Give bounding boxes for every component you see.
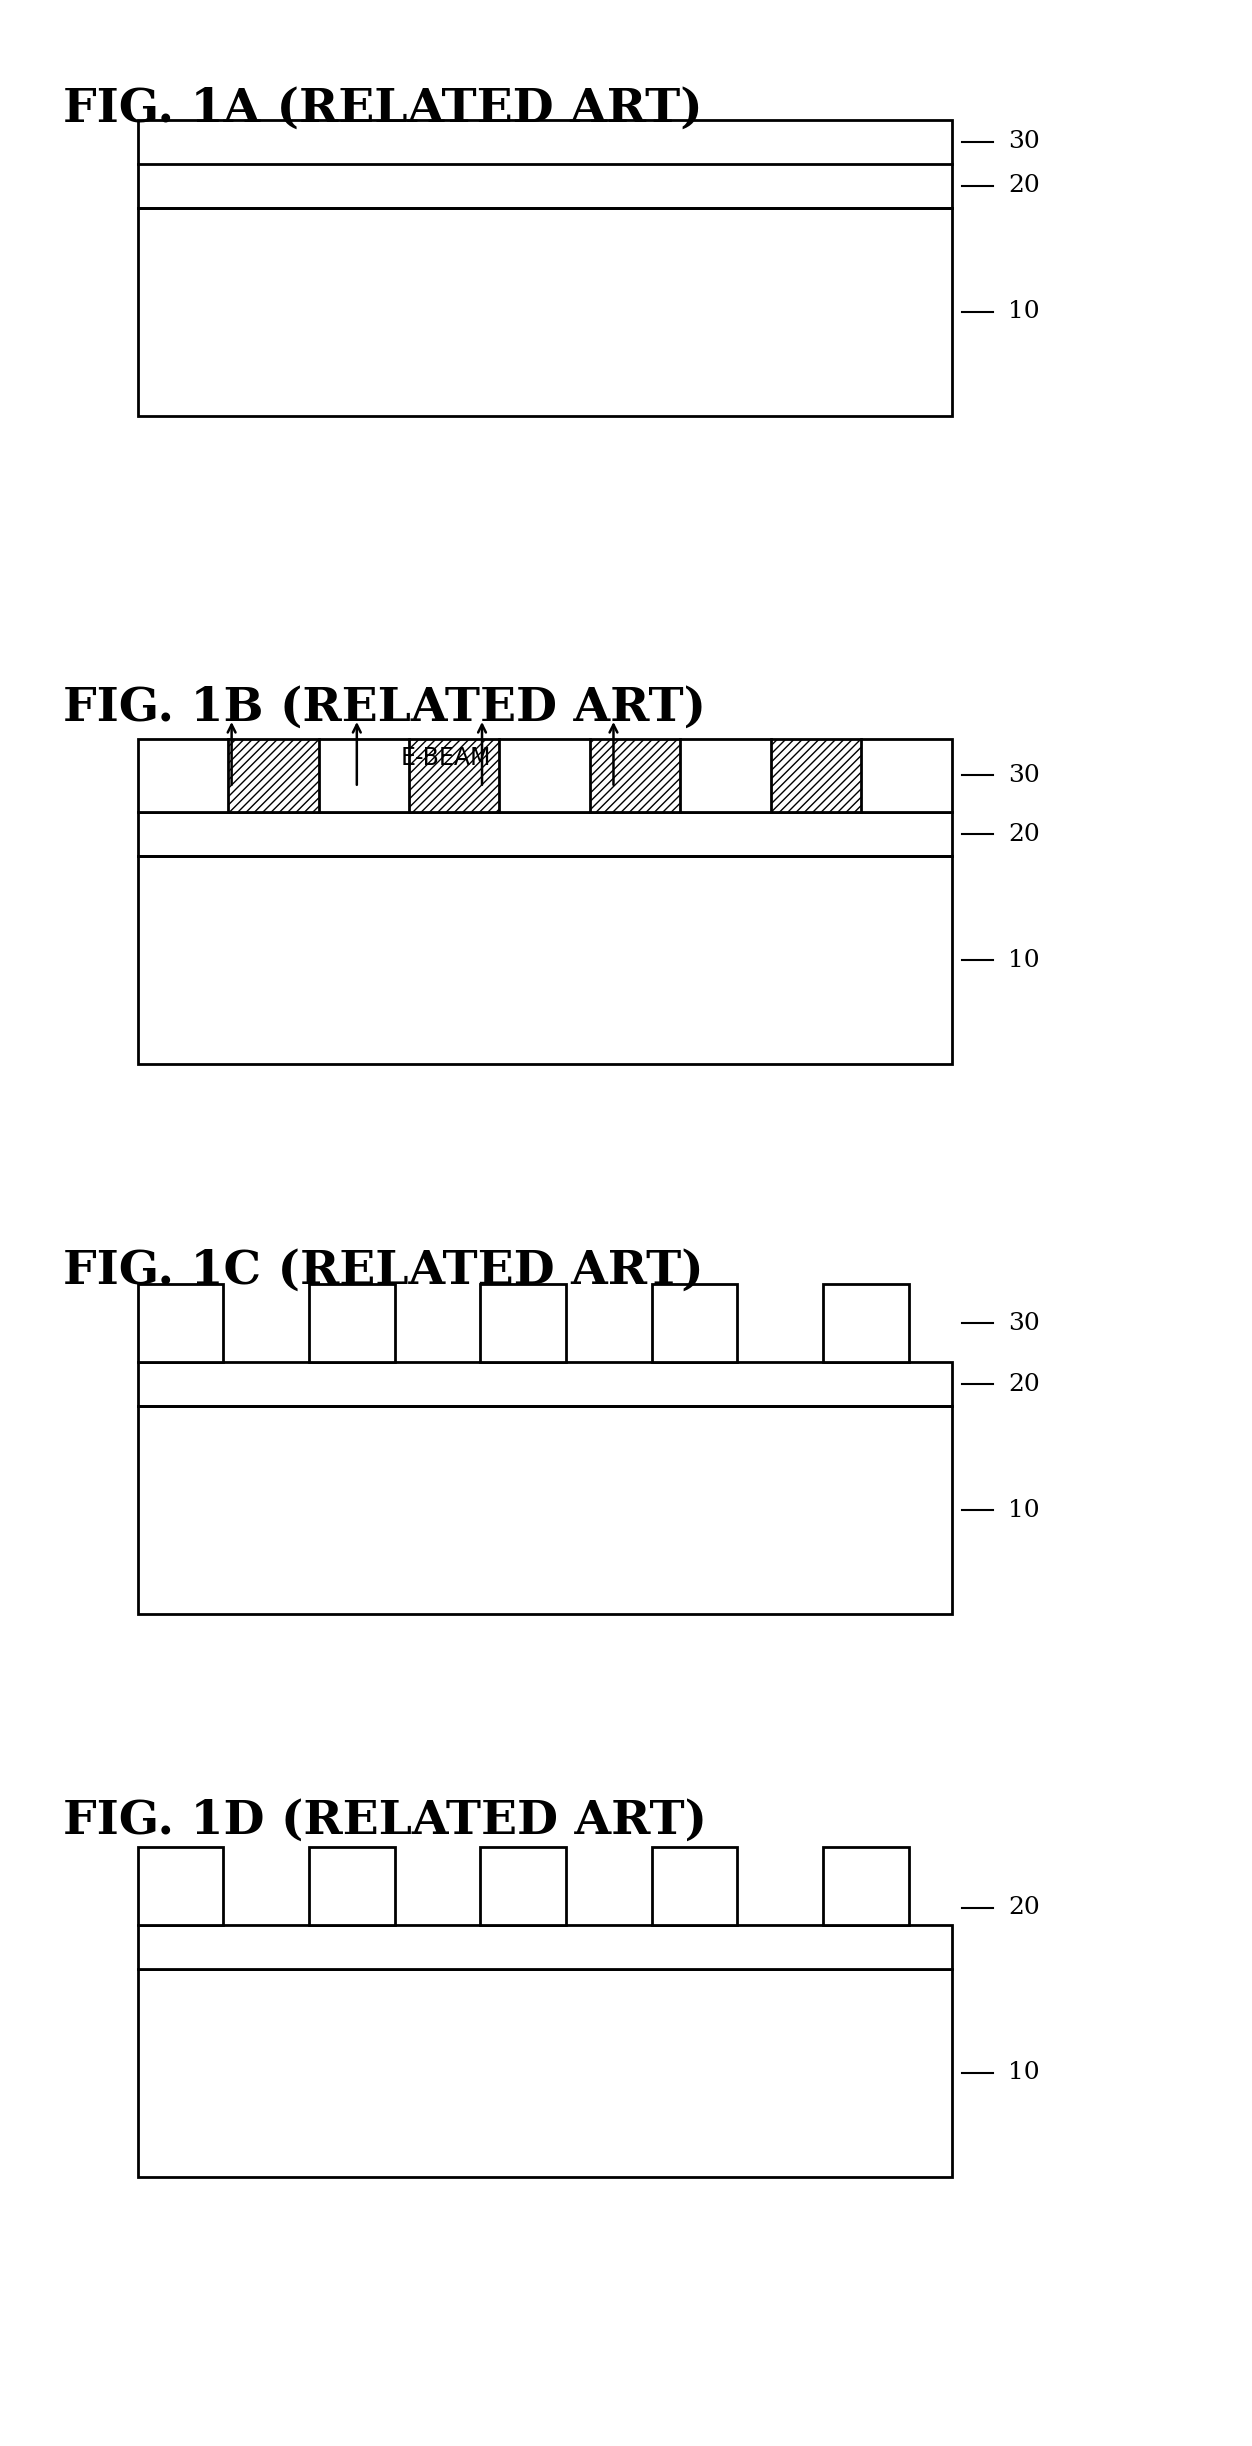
Text: 30: 30 xyxy=(1008,763,1039,788)
Bar xyxy=(861,739,952,812)
Bar xyxy=(138,1925,952,1969)
Bar xyxy=(652,1847,737,1925)
Text: FIG. 1D (RELATED ART): FIG. 1D (RELATED ART) xyxy=(63,1798,706,1844)
Bar xyxy=(771,739,861,812)
Bar xyxy=(138,1969,952,2177)
Bar xyxy=(228,739,318,812)
Bar xyxy=(590,739,680,812)
Bar xyxy=(309,1284,394,1362)
Bar xyxy=(138,1362,952,1614)
Bar xyxy=(771,739,861,812)
Bar xyxy=(138,1847,223,1925)
Bar xyxy=(138,739,952,812)
Bar xyxy=(481,1847,566,1925)
Text: 20: 20 xyxy=(1008,1896,1039,1920)
Bar xyxy=(500,739,590,812)
Text: E-BEAM: E-BEAM xyxy=(401,746,491,770)
Bar xyxy=(823,1847,909,1925)
Bar xyxy=(138,120,952,416)
Bar xyxy=(318,739,409,812)
Bar xyxy=(409,739,500,812)
Bar xyxy=(228,739,318,812)
Bar xyxy=(823,1284,909,1362)
Text: 30: 30 xyxy=(1008,1311,1039,1336)
Text: 10: 10 xyxy=(1008,949,1039,971)
Text: FIG. 1B (RELATED ART): FIG. 1B (RELATED ART) xyxy=(63,685,706,731)
Bar xyxy=(138,812,952,1064)
Bar xyxy=(138,1284,223,1362)
Text: 20: 20 xyxy=(1008,174,1039,198)
Text: 20: 20 xyxy=(1008,1372,1039,1397)
Bar xyxy=(680,739,771,812)
Bar xyxy=(309,1847,394,1925)
Text: 30: 30 xyxy=(1008,130,1039,154)
Text: 20: 20 xyxy=(1008,822,1039,846)
Text: FIG. 1A (RELATED ART): FIG. 1A (RELATED ART) xyxy=(63,86,702,132)
Bar xyxy=(481,1284,566,1362)
Text: 10: 10 xyxy=(1008,2062,1039,2084)
Bar xyxy=(590,739,680,812)
Bar xyxy=(652,1284,737,1362)
Text: 10: 10 xyxy=(1008,301,1039,323)
Text: 10: 10 xyxy=(1008,1499,1039,1521)
Text: FIG. 1C (RELATED ART): FIG. 1C (RELATED ART) xyxy=(63,1247,704,1294)
Bar xyxy=(409,739,500,812)
Bar xyxy=(138,739,228,812)
